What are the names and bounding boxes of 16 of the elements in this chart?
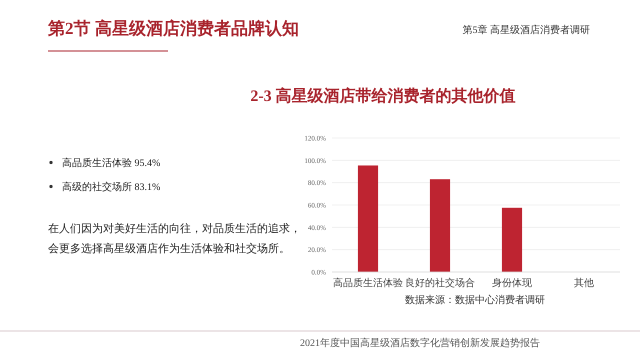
text: 高级的社交场所 83.1% xyxy=(62,181,160,193)
bar xyxy=(502,208,522,272)
bar xyxy=(358,165,378,272)
x-tick-label: 身份体现 xyxy=(492,277,532,289)
text: 高品质生活体验 95.4% xyxy=(62,157,160,169)
source-note: 数据来源：数据中心消费者调研 xyxy=(405,294,545,306)
text: 2021年度中国高星级酒店数字化营销创新发展趋势报告 xyxy=(300,337,540,349)
x-tick-label: 其他 xyxy=(574,277,594,289)
text: 第5章 高星级酒店消费者调研 xyxy=(462,24,590,36)
text: 在人们因为对美好生活的向往，对品质生活的追求， xyxy=(48,222,301,235)
text: 第2节 高星级酒店消费者品牌认知 xyxy=(47,19,299,38)
x-tick-label: 良好的社交场合 xyxy=(405,277,475,289)
bar xyxy=(430,179,450,272)
x-tick-label: 高品质生活体验 xyxy=(333,277,403,289)
text: 会更多选择高星级酒店作为生活体验和社交场所。 xyxy=(48,242,290,255)
chart-title: 2-3 高星级酒店带给消费者的其他价值 xyxy=(250,86,516,105)
